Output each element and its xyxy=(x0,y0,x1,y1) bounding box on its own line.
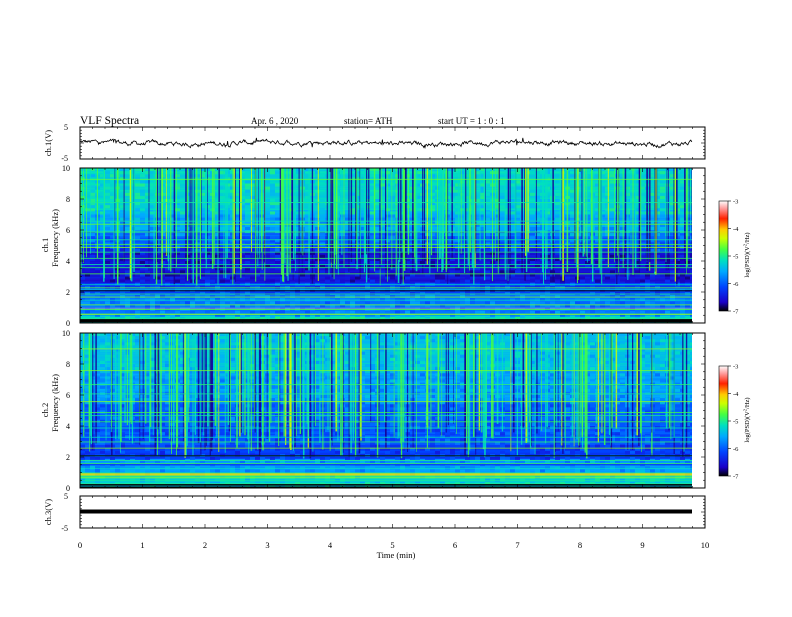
colorbar-tick-label: -7 xyxy=(733,474,739,481)
colorbar-tick-label: -7 xyxy=(733,309,739,316)
ch3-ytick-top: 5 xyxy=(64,492,68,501)
freq-tick-label: 4 xyxy=(66,257,70,266)
x-tick-label: 7 xyxy=(515,540,519,550)
freq-tick-label: 6 xyxy=(66,226,70,235)
ch1-waveform-ticks xyxy=(80,127,705,159)
ch2-spec-ylabel-line1: ch.2 xyxy=(40,403,50,417)
x-tick-label: 0 xyxy=(78,540,82,550)
freq-tick-label: 0 xyxy=(66,319,70,328)
date-label: Apr. 6 , 2020 xyxy=(251,116,299,126)
ch1-ytick-top: 5 xyxy=(64,123,68,132)
colorbar-tick-label: -4 xyxy=(733,391,739,398)
x-tick-label: 4 xyxy=(328,540,333,550)
colorbar-tick-label: -5 xyxy=(733,419,738,426)
ch1-spec-ylabel-line2: Frequency (kHz) xyxy=(50,209,60,267)
ch2-spec-ylabel-line2: Frequency (kHz) xyxy=(50,374,60,432)
figure-title: VLF Spectra xyxy=(80,115,139,127)
ch1-waveform-line xyxy=(80,138,692,148)
ch2-colorbar-gradient xyxy=(719,366,728,476)
ch1-colorbar: -3 -4 -5 -6 -7 log(PSD)(V2/Hz) xyxy=(719,199,751,316)
x-tick-label: 5 xyxy=(390,540,394,550)
ch1-ytick-bottom: -5 xyxy=(61,154,68,163)
x-tick-label: 1 xyxy=(140,540,144,550)
freq-tick-label: 10 xyxy=(62,164,70,173)
ch1-waveform-frame xyxy=(80,127,705,159)
x-tick-label: 9 xyxy=(640,540,644,550)
x-tick-label: 2 xyxy=(203,540,207,550)
x-tick-label: 10 xyxy=(701,540,710,550)
x-tick-label: 6 xyxy=(453,540,457,550)
ch3-ytick-bottom: -5 xyxy=(61,524,68,533)
freq-tick-label: 4 xyxy=(66,422,70,431)
x-tick-label: 3 xyxy=(265,540,269,550)
freq-tick-label: 10 xyxy=(62,329,70,338)
ch3-waveform-line xyxy=(80,510,692,514)
colorbar-tick-label: -6 xyxy=(733,281,739,288)
ch1-colorbar-ticks: -3 -4 -5 -6 -7 xyxy=(728,199,739,316)
ch2-spectrogram-heatmap xyxy=(80,331,695,488)
freq-tick-label: 8 xyxy=(66,195,70,204)
ch1-colorbar-label: log(PSD)(V2/Hz) xyxy=(743,232,752,277)
colorbar-tick-label: -5 xyxy=(733,254,738,261)
ch1-spectrogram-panel: 0 2 4 6 8 10 ch.1 Frequency (kHz) xyxy=(40,164,705,328)
ch2-colorbar-ticks: -3 -4 -5 -6 -7 xyxy=(728,364,739,481)
start-ut-label: start UT = 1 : 0 : 1 xyxy=(438,116,505,126)
colorbar-tick-label: -3 xyxy=(733,364,738,371)
ch1-waveform-panel: 5 -5 ch.1(V) xyxy=(43,123,705,163)
freq-tick-label: 2 xyxy=(66,453,70,462)
ch2-colorbar-label: log(PSD)(V2/Hz) xyxy=(743,397,752,442)
ch1-spectrogram-heatmap xyxy=(80,166,695,324)
freq-tick-label: 2 xyxy=(66,288,70,297)
ch3-ylabel: ch.3(V) xyxy=(43,499,53,525)
ch3-waveform-panel: 5 -5 ch.3(V) xyxy=(43,492,705,533)
x-tick-label: 8 xyxy=(578,540,582,550)
ch2-colorbar: -3 -4 -5 -6 -7 log(PSD)(V2/Hz) xyxy=(719,364,751,481)
freq-tick-label: 8 xyxy=(66,360,70,369)
colorbar-tick-label: -4 xyxy=(733,226,739,233)
colorbar-tick-label: -6 xyxy=(733,446,739,453)
ch1-colorbar-gradient xyxy=(719,201,728,311)
ch1-ylabel: ch.1(V) xyxy=(43,130,53,156)
x-axis-tick-labels: 0 1 2 3 4 5 6 7 8 9 10 xyxy=(78,540,709,550)
colorbar-tick-label: -3 xyxy=(733,199,738,206)
freq-tick-label: 6 xyxy=(66,391,70,400)
x-axis-label: Time (min) xyxy=(377,550,416,560)
ch1-spec-ylabel-line1: ch.1 xyxy=(40,238,50,252)
station-label: station= ATH xyxy=(344,116,393,126)
